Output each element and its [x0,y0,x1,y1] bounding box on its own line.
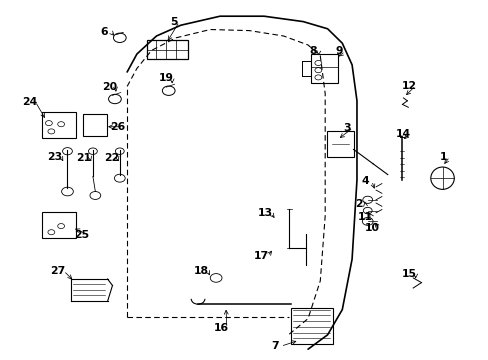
Bar [83,114,106,136]
Text: 15: 15 [402,269,416,279]
Text: 18: 18 [194,266,208,276]
Bar [41,112,76,138]
Text: 9: 9 [335,46,343,56]
Text: 5: 5 [169,17,177,27]
Text: 21: 21 [77,153,91,163]
Text: 24: 24 [21,96,37,107]
Text: 23: 23 [47,152,62,162]
Text: 22: 22 [103,153,119,163]
Text: 7: 7 [270,341,278,351]
Text: 4: 4 [361,176,369,186]
Bar [146,40,188,59]
Text: 13: 13 [257,208,272,218]
Text: 10: 10 [365,222,379,233]
Text: 25: 25 [75,230,89,240]
Bar [41,212,76,238]
Text: 26: 26 [109,122,125,132]
Text: 27: 27 [50,266,65,276]
Text: 11: 11 [358,212,372,222]
Bar [310,54,337,83]
Text: 8: 8 [308,46,316,56]
Text: 19: 19 [159,73,173,84]
Bar [326,131,353,157]
Bar [290,308,332,344]
Text: 17: 17 [254,251,268,261]
Text: 6: 6 [101,27,108,37]
Text: 12: 12 [402,81,416,91]
Text: 1: 1 [439,152,447,162]
Text: 2: 2 [355,199,363,210]
Text: 20: 20 [102,82,117,92]
Text: 14: 14 [395,129,410,139]
Text: 3: 3 [343,123,350,133]
Text: 16: 16 [213,323,228,333]
